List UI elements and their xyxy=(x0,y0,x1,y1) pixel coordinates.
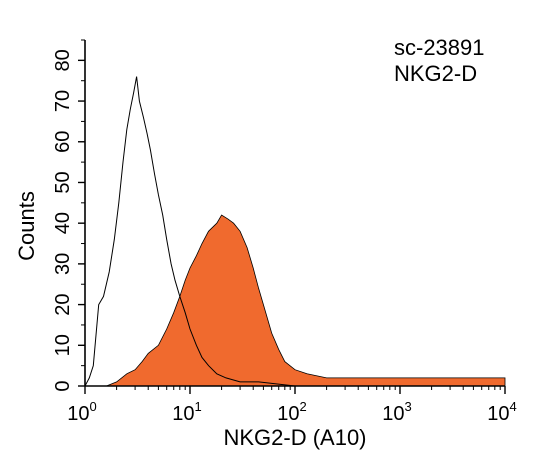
y-tick-label: 0 xyxy=(52,380,74,391)
x-tick-label: 104 xyxy=(487,399,516,425)
y-tick-label: 40 xyxy=(52,212,74,234)
y-axis-label: Counts xyxy=(14,191,39,261)
x-tick-label: 103 xyxy=(382,399,411,425)
target-annotation: NKG2-D xyxy=(394,61,478,86)
y-tick-label: 50 xyxy=(52,171,74,193)
x-tick-label: 102 xyxy=(277,399,306,425)
y-tick-label: 30 xyxy=(52,253,74,275)
y-tick-label: 10 xyxy=(52,334,74,356)
y-tick-label: 20 xyxy=(52,293,74,315)
y-tick-label: 80 xyxy=(52,49,74,71)
antibody-annotation: sc-23891 xyxy=(394,35,485,60)
x-axis-label: NKG2-D (A10) xyxy=(223,425,366,450)
stained-histogram-series xyxy=(85,214,506,387)
x-tick-label: 101 xyxy=(172,399,201,425)
y-tick-label: 70 xyxy=(52,90,74,112)
control-histogram-series xyxy=(84,76,505,387)
x-tick-label: 100 xyxy=(67,399,96,425)
y-tick-label: 60 xyxy=(52,131,74,153)
